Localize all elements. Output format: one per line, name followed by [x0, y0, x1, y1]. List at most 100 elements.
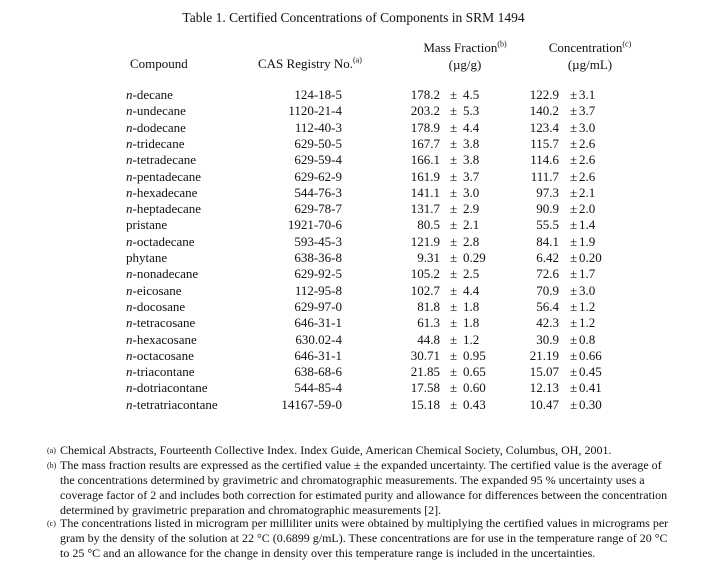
table-row: n-undecane 1120-21-4 203.2 ±5.3 140.2 ±3.7 — [0, 103, 707, 119]
table-row: n-hexadecane 544-76-3 141.1 ±3.0 97.3 ±2.1 — [0, 185, 707, 201]
compound-label: -octadecane — [132, 233, 195, 249]
compound-label: -tetradecane — [132, 152, 197, 168]
mass-fraction-uncertainty: 3.8 — [463, 135, 480, 151]
plus-minus: ± — [570, 347, 578, 363]
concentration-value: 42.3 — [536, 315, 559, 331]
mass-fraction-uncertainty: 0.65 — [463, 364, 486, 380]
plus-minus: ± — [570, 298, 578, 314]
concentration-value: 10.47 — [529, 396, 559, 412]
compound-name: n-decane — [126, 87, 173, 103]
cas-number: 646-31-1 — [294, 347, 342, 363]
header-compound: Compound — [130, 56, 188, 71]
concentration-uncertainty: 2.6 — [579, 152, 596, 168]
plus-minus: ± — [570, 217, 578, 233]
footnote-text: Chemical Abstracts, Fourteenth Collectiv… — [60, 443, 612, 457]
compound-label: -dotriacontane — [132, 380, 208, 396]
compound-label: -triacontane — [132, 364, 195, 380]
cas-number: 544-85-4 — [294, 380, 342, 396]
header-mass-fraction: Mass Fraction(b) — [405, 40, 525, 56]
mass-fraction-value: 161.9 — [410, 168, 440, 184]
compound-label: -heptadecane — [132, 201, 202, 217]
plus-minus: ± — [450, 315, 458, 331]
mass-fraction-uncertainty: 0.60 — [463, 380, 486, 396]
compound-prefix: n — [126, 233, 133, 249]
mass-fraction-value: 166.1 — [410, 152, 440, 168]
plus-minus: ± — [570, 135, 578, 151]
table-row: n-dotriacontane 544-85-4 17.58 ±0.60 12.13 ±0… — [0, 380, 707, 396]
concentration-value: 72.6 — [536, 266, 559, 282]
compound-label: -hexadecane — [132, 184, 198, 200]
compound-prefix: n — [126, 266, 133, 282]
concentration-value: 115.7 — [530, 135, 559, 151]
mass-fraction-value: 102.7 — [410, 282, 440, 298]
mass-fraction-value: 44.8 — [417, 331, 440, 347]
compound-prefix: n — [126, 315, 133, 331]
compound-prefix: n — [126, 87, 133, 102]
cas-number: 646-31-1 — [294, 315, 342, 331]
plus-minus: ± — [450, 250, 458, 265]
concentration-value: 122.9 — [529, 87, 559, 102]
compound-prefix: n — [126, 347, 133, 363]
compound-label: -tetracosane — [132, 315, 196, 331]
concentration-value: 15.07 — [529, 364, 559, 380]
concentration-uncertainty: 2.0 — [579, 201, 596, 217]
footnote: (b) The mass fraction results are express… — [47, 458, 677, 518]
compound-label: -undecane — [132, 103, 186, 119]
footnote: (a) Chemical Abstracts, Fourteenth Collec… — [47, 443, 677, 458]
plus-minus: ± — [570, 119, 578, 135]
table-row: n-octacosane 646-31-1 30.71 ±0.95 21.19 ±0.66 — [0, 348, 707, 364]
mass-fraction-value: 15.18 — [410, 396, 440, 412]
header-cas-label: CAS Registry No. — [258, 56, 353, 71]
concentration-value: 114.6 — [530, 152, 559, 168]
mass-fraction-value: 167.7 — [410, 135, 440, 151]
concentration-value: 56.4 — [536, 298, 559, 314]
table-title: Table 1. Certified Concentrations of Com… — [182, 10, 525, 25]
compound-label: -tridecane — [132, 135, 185, 151]
plus-minus: ± — [450, 298, 458, 314]
plus-minus: ± — [450, 201, 458, 217]
compound-label: -pentadecane — [132, 168, 202, 184]
compound-name: n-dodecane — [126, 120, 186, 136]
cas-number: 629-50-5 — [294, 135, 342, 151]
cas-number: 629-62-9 — [294, 168, 342, 184]
mass-fraction-value: 178.9 — [410, 119, 440, 135]
compound-prefix: n — [126, 119, 133, 135]
concentration-value: 97.3 — [536, 184, 559, 200]
mass-fraction-uncertainty: 2.1 — [463, 217, 480, 233]
table-row: n-tetracosane 646-31-1 61.3 ±1.8 42.3 ±1.2 — [0, 315, 707, 331]
mass-fraction-value: 121.9 — [410, 233, 440, 249]
concentration-uncertainty: 1.7 — [579, 266, 596, 282]
mass-fraction-value: 105.2 — [410, 266, 440, 282]
footnote-text: The concentrations listed in microgram p… — [60, 516, 669, 560]
concentration-uncertainty: 1.2 — [579, 315, 596, 331]
concentration-value: 84.1 — [536, 233, 559, 249]
cas-number: 629-92-5 — [294, 266, 342, 282]
cas-number: 124-18-5 — [294, 87, 342, 102]
concentration-uncertainty: 0.30 — [579, 396, 602, 412]
compound-prefix: n — [126, 380, 133, 396]
table-row: pristane 1921-70-6 80.5 ±2.1 55.5 ±1.4 — [0, 217, 707, 233]
concentration-value: 140.2 — [529, 103, 559, 119]
footnote-mark: (a) — [47, 446, 56, 455]
concentration-value: 55.5 — [536, 217, 559, 233]
compound-label: -docosane — [132, 298, 186, 314]
compound-name: phytane — [126, 250, 167, 266]
plus-minus: ± — [570, 282, 578, 298]
compound-prefix: n — [126, 201, 133, 217]
compound-name: pristane — [126, 217, 167, 233]
plus-minus: ± — [570, 380, 578, 396]
table-row: phytane 638-36-8 9.31 ±0.29 6.42 ±0.20 — [0, 250, 707, 266]
plus-minus: ± — [450, 266, 458, 282]
plus-minus: ± — [450, 217, 458, 233]
concentration-value: 21.19 — [529, 347, 559, 363]
plus-minus: ± — [570, 103, 578, 119]
compound-label: -nonadecane — [132, 266, 199, 282]
table-row: n-decane 124-18-5 178.2 ±4.5 122.9 ±3.1 — [0, 87, 707, 103]
concentration-uncertainty: 0.20 — [579, 250, 602, 265]
cas-number: 638-68-6 — [294, 364, 342, 380]
plus-minus: ± — [570, 201, 578, 217]
plus-minus: ± — [450, 87, 458, 102]
plus-minus: ± — [570, 364, 578, 380]
plus-minus: ± — [570, 315, 578, 331]
mass-fraction-value: 17.58 — [410, 380, 440, 396]
